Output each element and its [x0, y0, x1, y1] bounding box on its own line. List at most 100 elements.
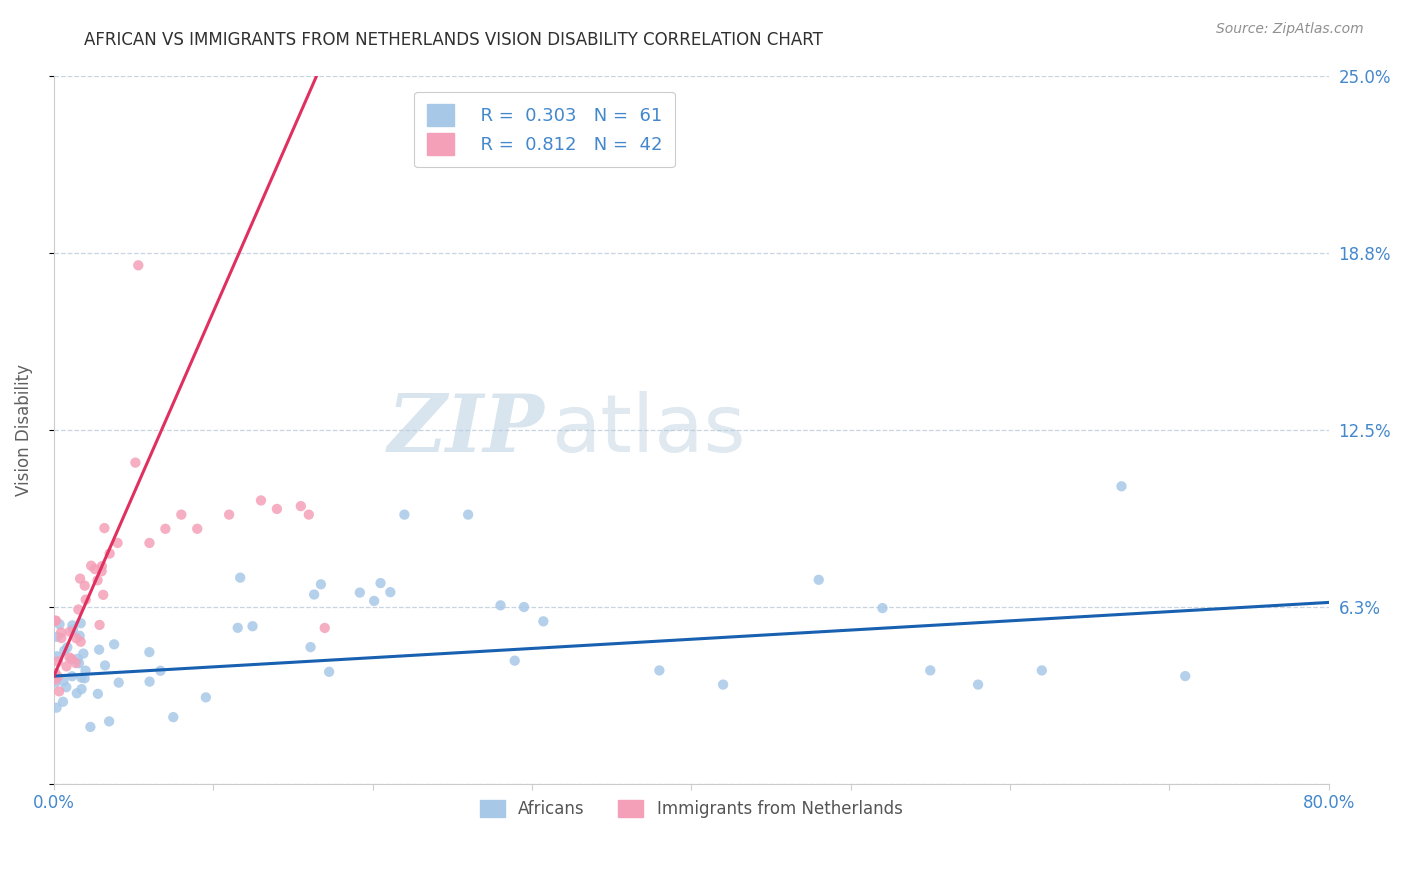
Point [73, 579, 96, 593]
Point [69, 634, 91, 648]
Point [65, 631, 87, 645]
Point [46, 630, 69, 644]
Point [314, 621, 336, 635]
Point [48, 684, 70, 698]
Point [46, 654, 69, 668]
Point [1031, 664, 1053, 678]
Point [349, 585, 371, 599]
Point [299, 640, 322, 654]
Point [290, 499, 312, 513]
Point [380, 585, 402, 599]
Point [45, 700, 67, 714]
Legend: Africans, Immigrants from Netherlands: Africans, Immigrants from Netherlands [474, 794, 910, 825]
Point [98, 547, 121, 561]
Point [186, 522, 208, 536]
Point [69, 616, 91, 631]
Point [967, 677, 990, 691]
Y-axis label: Vision Disability: Vision Disability [15, 364, 32, 496]
Point [91, 588, 114, 602]
Point [138, 645, 160, 659]
Point [79, 720, 101, 734]
Point [370, 576, 392, 591]
Point [94, 658, 117, 673]
Point [394, 508, 416, 522]
Point [60, 652, 83, 666]
Point [93, 521, 115, 535]
Point [66, 652, 89, 666]
Point [60, 618, 83, 632]
Point [51, 631, 73, 645]
Point [298, 508, 321, 522]
Point [89, 618, 111, 632]
Point [648, 664, 671, 678]
Point [67, 657, 90, 671]
Point [218, 508, 240, 522]
Point [46, 670, 69, 684]
Point [55, 659, 77, 673]
Point [75, 664, 97, 678]
Point [226, 621, 249, 635]
Point [162, 710, 184, 724]
Point [194, 690, 217, 705]
Point [60, 669, 83, 683]
Point [1174, 669, 1197, 683]
Point [52, 674, 75, 689]
Point [87, 687, 110, 701]
Text: AFRICAN VS IMMIGRANTS FROM NETHERLANDS VISION DISABILITY CORRELATION CHART: AFRICAN VS IMMIGRANTS FROM NETHERLANDS V… [84, 31, 824, 49]
Point [58, 650, 80, 665]
Point [70, 682, 93, 697]
Point [80, 558, 103, 573]
Point [66, 686, 89, 700]
Point [67, 602, 90, 616]
Point [49, 625, 72, 640]
Point [242, 619, 264, 633]
Point [98, 714, 121, 729]
Point [52, 695, 75, 709]
Point [90, 559, 112, 574]
Point [62, 623, 84, 637]
Point [45, 614, 67, 628]
Point [531, 615, 554, 629]
Point [44, 673, 66, 687]
Point [503, 654, 526, 668]
Point [155, 522, 177, 536]
Point [872, 601, 894, 615]
Point [72, 647, 94, 661]
Point [55, 680, 77, 694]
Point [53, 643, 76, 657]
Point [250, 493, 273, 508]
Point [103, 637, 125, 651]
Point [89, 642, 111, 657]
Point [56, 640, 79, 655]
Point [318, 665, 340, 679]
Point [44, 614, 66, 628]
Point [107, 675, 129, 690]
Point [711, 677, 734, 691]
Point [83, 562, 105, 576]
Point [457, 508, 479, 522]
Point [229, 571, 252, 585]
Point [69, 572, 91, 586]
Text: atlas: atlas [551, 391, 745, 468]
Point [70, 671, 93, 685]
Point [127, 258, 149, 272]
Point [309, 577, 332, 591]
Point [86, 574, 108, 588]
Point [807, 573, 830, 587]
Point [75, 592, 97, 607]
Point [44, 675, 66, 690]
Point [124, 456, 146, 470]
Point [90, 564, 112, 578]
Point [138, 536, 160, 550]
Point [302, 587, 325, 601]
Point [513, 600, 536, 615]
Point [45, 649, 67, 664]
Point [44, 666, 66, 681]
Point [69, 629, 91, 643]
Point [65, 656, 87, 670]
Point [920, 664, 942, 678]
Point [489, 599, 512, 613]
Point [107, 536, 129, 550]
Point [59, 624, 82, 639]
Point [138, 674, 160, 689]
